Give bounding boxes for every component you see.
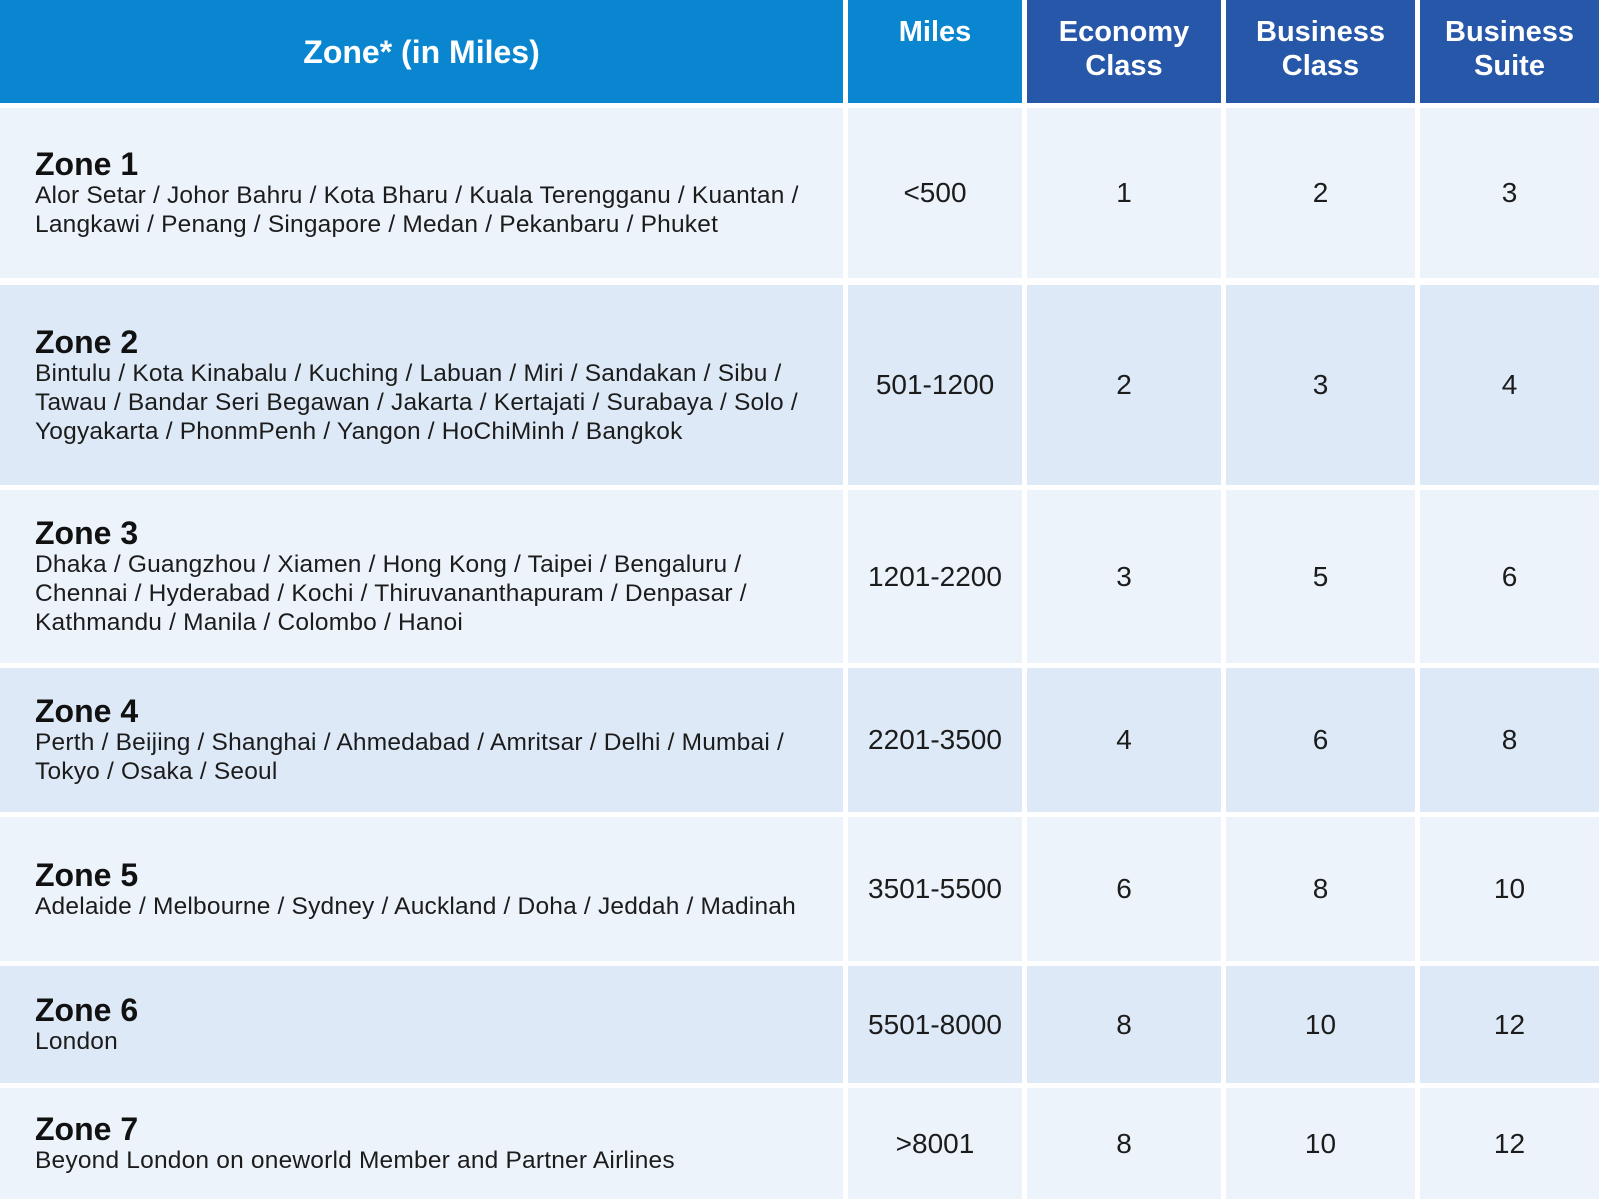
economy-cell: 2 xyxy=(1027,285,1221,485)
zone-name: Zone 4 xyxy=(35,693,139,729)
business-suite-cell: 8 xyxy=(1420,668,1599,812)
miles-cell: <500 xyxy=(848,108,1022,278)
economy-cell: 3 xyxy=(1027,490,1221,663)
miles-cell: 2201-3500 xyxy=(848,668,1022,812)
zone-cell: Zone 2 Bintulu / Kota Kinabalu / Kuching … xyxy=(0,285,843,485)
zone-destinations: Perth / Beijing / Shanghai / Ahmedabad /… xyxy=(35,729,784,785)
business-class-cell: 5 xyxy=(1226,490,1415,663)
business-class-cell: 6 xyxy=(1226,668,1415,812)
business-suite-cell: 10 xyxy=(1420,817,1599,961)
business-suite-cell: 12 xyxy=(1420,966,1599,1083)
zone-cell: Zone 3 Dhaka / Guangzhou / Xiamen / Hong … xyxy=(0,490,843,663)
zone-name: Zone 5 xyxy=(35,856,139,893)
business-suite-cell: 6 xyxy=(1420,490,1599,663)
business-class-cell: 10 xyxy=(1226,966,1415,1083)
miles-cell: 3501-5500 xyxy=(848,817,1022,961)
zone-destinations: Alor Setar / Johor Bahru / Kota Bharu / … xyxy=(35,182,799,238)
miles-cell: 5501-8000 xyxy=(848,966,1022,1083)
zone-name: Zone 2 xyxy=(35,323,139,360)
zone-destinations: Dhaka / Guangzhou / Xiamen / Hong Kong /… xyxy=(35,551,747,636)
zone-name: Zone 7 xyxy=(35,1111,139,1147)
zone-destinations: London xyxy=(35,1028,118,1055)
economy-cell: 8 xyxy=(1027,966,1221,1083)
miles-cell: 501-1200 xyxy=(848,285,1022,485)
economy-cell: 8 xyxy=(1027,1088,1221,1199)
zone-destinations: Beyond London on oneworld Member and Par… xyxy=(35,1147,675,1174)
economy-cell: 4 xyxy=(1027,668,1221,812)
business-suite-cell: 4 xyxy=(1420,285,1599,485)
economy-cell: 6 xyxy=(1027,817,1221,961)
business-suite-cell: 12 xyxy=(1420,1088,1599,1199)
zone-destinations: Adelaide / Melbourne / Sydney / Auckland… xyxy=(35,892,796,920)
business-class-cell: 10 xyxy=(1226,1088,1415,1199)
header-zone: Zone* (in Miles) xyxy=(0,0,843,103)
zone-name: Zone 3 xyxy=(35,515,139,551)
business-class-cell: 8 xyxy=(1226,817,1415,961)
zone-cell: Zone 5 Adelaide / Melbourne / Sydney / Au… xyxy=(0,817,843,961)
zone-name: Zone 6 xyxy=(35,992,139,1028)
header-business-class: Business Class xyxy=(1226,0,1415,103)
zone-name: Zone 1 xyxy=(35,146,139,182)
zone-destinations: Bintulu / Kota Kinabalu / Kuching / Labu… xyxy=(35,359,798,445)
miles-cell: >8001 xyxy=(848,1088,1022,1199)
miles-cell: 1201-2200 xyxy=(848,490,1022,663)
business-class-cell: 2 xyxy=(1226,108,1415,278)
business-class-cell: 3 xyxy=(1226,285,1415,485)
header-business-suite: Business Suite xyxy=(1420,0,1599,103)
header-miles: Miles xyxy=(848,0,1022,103)
zone-cell: Zone 7 Beyond London on oneworld Member a… xyxy=(0,1088,843,1199)
header-economy-class: Economy Class xyxy=(1027,0,1221,103)
business-suite-cell: 3 xyxy=(1420,108,1599,278)
zone-cell: Zone 4 Perth / Beijing / Shanghai / Ahmed… xyxy=(0,668,843,812)
zone-cell: Zone 1 Alor Setar / Johor Bahru / Kota Bh… xyxy=(0,108,843,278)
economy-cell: 1 xyxy=(1027,108,1221,278)
zone-cell: Zone 6 London xyxy=(0,966,843,1083)
